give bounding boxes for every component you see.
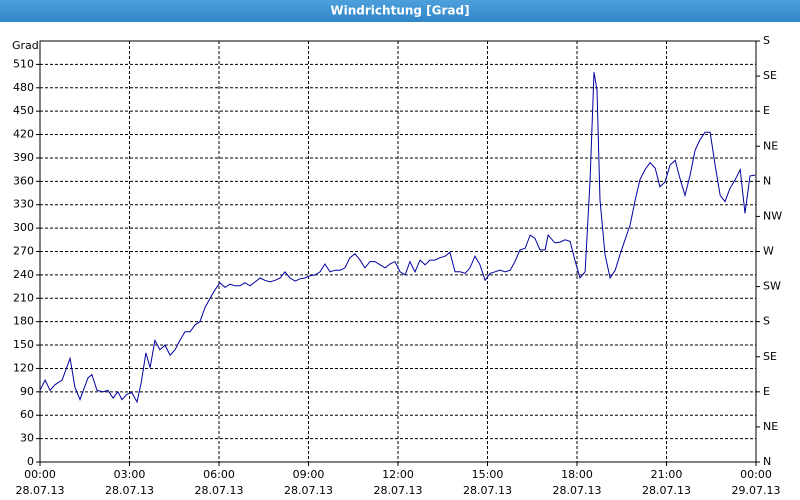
- y-tick-label: 360: [13, 174, 34, 187]
- x-tick-date: 28.07.13: [105, 484, 154, 497]
- y-tick-label: 210: [13, 291, 34, 304]
- y2-tick-label: NE: [763, 420, 778, 433]
- data-line: [39, 72, 756, 404]
- y2-tick-label: S: [763, 315, 770, 328]
- y2-tick-label: N: [763, 455, 771, 468]
- x-tick-date: 28.07.13: [463, 484, 512, 497]
- x-tick-label: 21:00: [651, 468, 683, 481]
- x-tick-label: 18:00: [561, 468, 593, 481]
- chart-title: Windrichtung [Grad]: [330, 4, 469, 18]
- y-tick-label: 480: [13, 81, 34, 94]
- x-tick-label: 03:00: [114, 468, 146, 481]
- x-tick-label: 09:00: [293, 468, 325, 481]
- x-tick-label: 06:00: [203, 468, 235, 481]
- y-tick-label: 0: [27, 455, 34, 468]
- x-tick-date: 28.07.13: [553, 484, 602, 497]
- y-tick-label: 390: [13, 151, 34, 164]
- y-tick-label: 180: [13, 315, 34, 328]
- x-tick-date: 29.07.13: [732, 484, 781, 497]
- y-tick-label: 450: [13, 104, 34, 117]
- y-tick-label: 60: [20, 408, 34, 421]
- x-tick-label: 00:00: [24, 468, 56, 481]
- y2-tick-label: SE: [763, 350, 777, 363]
- x-tick-date: 28.07.13: [642, 484, 691, 497]
- y-tick-label: 270: [13, 245, 34, 258]
- y-tick-label: 150: [13, 338, 34, 351]
- y-tick-label: 30: [20, 432, 34, 445]
- x-tick-label: 00:00: [740, 468, 772, 481]
- y-tick-label: 240: [13, 268, 34, 281]
- y2-tick-label: NW: [763, 209, 782, 222]
- y-tick-label: 120: [13, 361, 34, 374]
- y-tick-label: 510: [13, 57, 34, 70]
- y-tick-label: 300: [13, 221, 34, 234]
- y2-tick-label: SW: [763, 280, 781, 293]
- y2-tick-label: W: [763, 245, 774, 258]
- x-tick-label: 12:00: [382, 468, 414, 481]
- y2-tick-label: N: [763, 174, 771, 187]
- title-bar: [0, 0, 800, 22]
- y2-tick-label: E: [763, 385, 770, 398]
- x-tick-date: 28.07.13: [284, 484, 333, 497]
- y2-tick-label: SE: [763, 69, 777, 82]
- y-tick-label: 330: [13, 198, 34, 211]
- y-tick-label: 90: [20, 385, 34, 398]
- x-tick-date: 28.07.13: [374, 484, 423, 497]
- y-axis-label: Grad: [12, 39, 39, 52]
- x-tick-date: 28.07.13: [16, 484, 65, 497]
- plot-border: [39, 40, 757, 463]
- y2-tick-label: NE: [763, 139, 778, 152]
- y2-tick-label: S: [763, 34, 770, 47]
- y-tick-label: 420: [13, 128, 34, 141]
- y2-tick-label: E: [763, 104, 770, 117]
- x-tick-date: 28.07.13: [195, 484, 244, 497]
- x-tick-label: 15:00: [472, 468, 504, 481]
